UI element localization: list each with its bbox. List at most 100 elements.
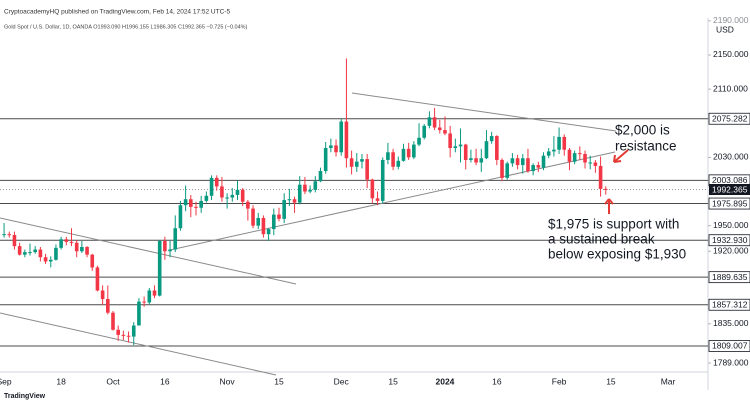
- candle-body: [137, 301, 141, 326]
- x-tick-label: 18: [56, 376, 66, 386]
- candle-body: [12, 235, 17, 247]
- candle-body: [515, 158, 520, 166]
- candle-body: [318, 171, 323, 182]
- candle-body: [121, 334, 126, 336]
- candle-body: [448, 133, 452, 148]
- currency-label: USD: [716, 24, 734, 34]
- candle-body: [354, 161, 359, 167]
- candle-body: [500, 159, 504, 178]
- candle-body: [313, 181, 318, 190]
- candle-body: [365, 159, 369, 180]
- level-label-box: [708, 112, 750, 125]
- candle-body: [38, 249, 43, 258]
- candle-body: [74, 242, 79, 252]
- candle-body: [297, 184, 302, 203]
- level-label-box: [708, 298, 750, 311]
- candle-body: [194, 206, 198, 208]
- candle-body: [380, 159, 385, 201]
- candle-body: [90, 254, 95, 268]
- candle-body: [598, 165, 603, 189]
- candle-body: [526, 158, 530, 172]
- candle-body: [495, 136, 499, 160]
- level-label: 1809.007: [712, 341, 748, 351]
- level-label-box: [708, 271, 750, 284]
- annotation: $2,000 is: [615, 123, 670, 138]
- candle-body: [17, 246, 22, 255]
- level-label-box: [708, 197, 750, 210]
- candle-body: [189, 199, 193, 207]
- candle-body: [220, 186, 224, 198]
- candle-body: [531, 165, 535, 172]
- x-tick-label: Mar: [661, 376, 676, 386]
- candle-body: [282, 200, 286, 219]
- candle-body: [391, 152, 395, 167]
- candle-body: [214, 177, 219, 187]
- y-tick-label: 2150.000: [713, 49, 749, 59]
- candle-body: [557, 136, 561, 150]
- candle-body: [463, 144, 468, 160]
- candle-body: [95, 267, 100, 291]
- candle-body: [303, 184, 307, 192]
- candle-body: [64, 239, 69, 242]
- x-tick-label: Feb: [552, 376, 567, 386]
- candle-body: [7, 234, 12, 236]
- last-price-label: 1992.365: [712, 184, 748, 194]
- candle-body: [152, 290, 157, 296]
- arrow: [613, 149, 629, 163]
- candle-body: [453, 146, 458, 148]
- trendline: [0, 312, 277, 376]
- candle-body: [147, 290, 152, 303]
- candle-body: [157, 241, 162, 296]
- candle-body: [552, 149, 556, 152]
- candle-body: [163, 241, 167, 252]
- candle-body: [199, 200, 203, 208]
- x-tick-label: Sep: [0, 376, 12, 386]
- symbol-line: Gold Spot / U.S. Dollar, 1D, OANDA O1993…: [4, 24, 248, 30]
- candle-body: [100, 290, 105, 300]
- candle-body: [427, 117, 432, 126]
- candle-body: [370, 179, 375, 199]
- trendline: [169, 151, 616, 251]
- level-label: 2075.282: [712, 113, 748, 123]
- candle-body: [360, 159, 364, 162]
- trendline: [351, 92, 617, 132]
- candle-body: [578, 153, 582, 155]
- candle-body: [43, 257, 48, 262]
- candle-body: [178, 205, 183, 229]
- candle-body: [142, 301, 146, 303]
- candle-body: [287, 199, 292, 201]
- levels: [0, 118, 708, 347]
- candle-body: [230, 194, 235, 198]
- candle-body: [240, 189, 245, 202]
- candle-body: [292, 199, 297, 203]
- x-tick-label: 2024: [436, 376, 455, 386]
- candle-body: [510, 158, 515, 164]
- candle-body: [562, 136, 567, 150]
- candle-body: [225, 197, 229, 199]
- last-price-box: [709, 184, 750, 196]
- candle-body: [339, 121, 344, 153]
- level-label-box: [708, 234, 750, 247]
- candle-body: [277, 214, 281, 219]
- candle-body: [536, 165, 541, 168]
- candle-body: [344, 121, 349, 159]
- publisher-line: CryptoacademyHQ published on TradingView…: [4, 9, 230, 16]
- x-tick-label: 16: [492, 376, 502, 386]
- arrow: [604, 198, 614, 214]
- candle-body: [474, 158, 478, 163]
- candle-body: [126, 335, 131, 337]
- y-tick-label: 1950.000: [713, 220, 749, 230]
- level-label: 1975.895: [712, 198, 748, 208]
- candle-body: [375, 198, 380, 201]
- candle-body: [69, 241, 74, 243]
- level-label: 1889.635: [712, 272, 748, 282]
- candle-body: [412, 144, 416, 158]
- candle-body: [541, 155, 546, 168]
- x-tick-label: 15: [388, 376, 398, 386]
- candle-body: [583, 153, 587, 163]
- candle-body: [48, 259, 53, 262]
- candle-body: [401, 148, 406, 161]
- brand: TradingView: [4, 393, 46, 400]
- candle-body: [329, 145, 333, 148]
